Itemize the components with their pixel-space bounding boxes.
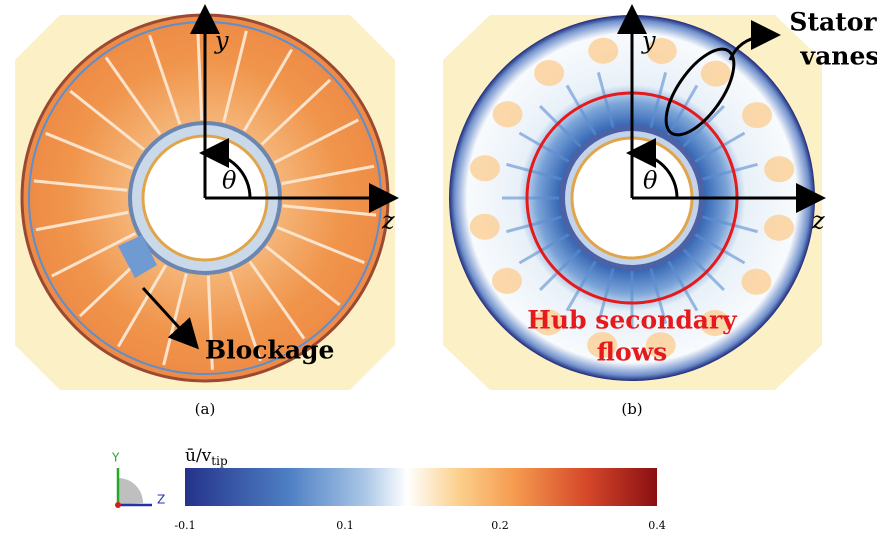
- spoke: [539, 247, 583, 291]
- colorbar-label-sub: tip: [211, 454, 228, 468]
- axis-y-label: y: [214, 27, 229, 55]
- panel-b: y z θ Stator vanes Hub secondary flows (…: [443, 4, 877, 418]
- spoke: [260, 78, 332, 146]
- colorbar-tick-label: -0.1: [174, 519, 195, 532]
- axis-z-label: z: [381, 207, 395, 235]
- angle-arc: [199, 138, 252, 199]
- ellipse: [664, 47, 736, 137]
- blob: [742, 102, 773, 129]
- spoke: [565, 259, 598, 312]
- spoke: [45, 131, 134, 171]
- blob: [646, 37, 677, 64]
- panel-a: y z θ Blockage (a): [15, 4, 399, 418]
- spoke: [693, 131, 746, 164]
- spoke: [51, 232, 137, 278]
- spoke: [666, 84, 699, 137]
- spoke: [276, 225, 365, 265]
- spoke: [518, 131, 571, 164]
- spoke: [248, 260, 306, 340]
- spoke: [228, 271, 262, 362]
- spoke: [273, 118, 359, 164]
- spoke: [701, 162, 758, 181]
- triad-y-label: Y: [111, 451, 120, 465]
- spoke: [196, 26, 204, 121]
- spoke: [649, 72, 668, 129]
- blob: [534, 59, 565, 86]
- spoke: [649, 267, 668, 324]
- spoke: [265, 245, 341, 307]
- blob: [587, 332, 618, 359]
- spoke: [35, 210, 129, 232]
- callout: flows: [597, 338, 667, 367]
- caption: (b): [621, 400, 642, 418]
- blob: [469, 155, 500, 182]
- colorbar-tick-label: 0.2: [491, 519, 509, 532]
- spoke: [693, 232, 746, 265]
- spoke: [506, 162, 563, 181]
- triad-shape: [118, 478, 143, 505]
- spoke: [281, 164, 375, 186]
- angle-label: θ: [222, 167, 237, 195]
- callout: Stator: [789, 8, 877, 37]
- blob: [700, 60, 731, 87]
- angle-arc: [626, 138, 679, 199]
- blob: [492, 101, 523, 128]
- triad-z-label: Z: [157, 493, 165, 507]
- annotation: Blockage: [205, 336, 334, 365]
- spoke: [116, 264, 167, 348]
- arrow: [728, 20, 781, 61]
- callout: vanes: [800, 42, 877, 71]
- spoke: [539, 105, 583, 149]
- spoke: [565, 84, 598, 137]
- spoke: [282, 204, 377, 217]
- blob: [533, 309, 564, 336]
- caption: (a): [195, 400, 216, 418]
- spoke: [206, 275, 214, 370]
- colorbar: ū/vtip -0.1 0.1 0.2 0.4: [174, 446, 665, 533]
- spoke: [518, 232, 571, 265]
- blob: [764, 214, 795, 241]
- colorbar-tick-label: 0.4: [648, 519, 666, 532]
- arrow: [141, 286, 200, 350]
- spoke: [104, 56, 162, 136]
- spoke: [666, 259, 699, 312]
- spoke: [596, 72, 615, 129]
- spoke: [701, 215, 758, 234]
- blob: [699, 310, 730, 337]
- spoke: [222, 30, 248, 123]
- angle-label: θ: [643, 167, 658, 195]
- triad-origin: [115, 502, 121, 508]
- blob: [764, 156, 795, 183]
- spoke: [681, 105, 725, 149]
- spoke: [33, 179, 128, 192]
- blob: [469, 213, 500, 240]
- colorbar-bar: [185, 468, 657, 506]
- blockage-region: [118, 235, 157, 278]
- callout: Hub secondary: [527, 306, 738, 335]
- blob: [588, 37, 619, 64]
- blobs: [469, 37, 795, 359]
- axis-triad: Y Z: [111, 451, 165, 508]
- spoke: [69, 89, 145, 151]
- spoke: [243, 48, 294, 132]
- colorbar-tick-label: 0.1: [336, 519, 354, 532]
- spoke: [148, 34, 182, 125]
- blob: [491, 267, 522, 294]
- blob: [741, 268, 772, 295]
- colorbar-label-main: ū/v: [185, 446, 212, 466]
- axis-y-label: y: [641, 27, 656, 55]
- colorbar-label: ū/vtip: [185, 446, 228, 468]
- spoke: [506, 215, 563, 234]
- spoke: [596, 267, 615, 324]
- spoke: [681, 247, 725, 291]
- axis-z-label: z: [811, 207, 825, 235]
- blob: [645, 332, 676, 359]
